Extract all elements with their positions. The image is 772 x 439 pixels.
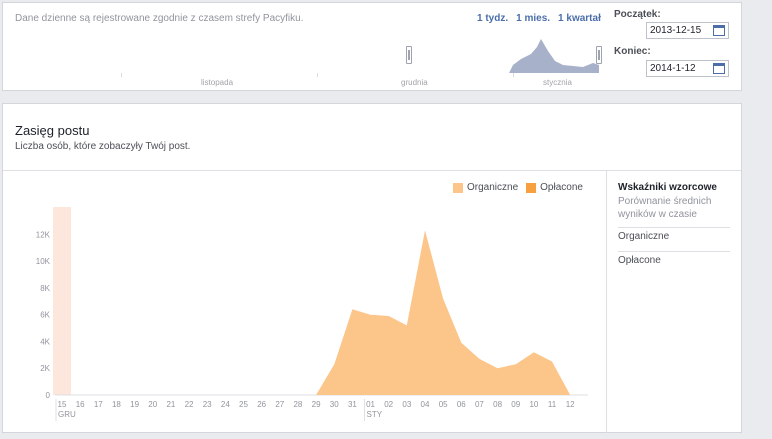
chart-legend: Organiczne Opłacone — [453, 182, 583, 193]
divider — [606, 171, 607, 433]
x-tick-label: 04 — [421, 400, 430, 409]
calendar-icon[interactable] — [713, 25, 725, 36]
x-tick-label: 24 — [221, 400, 230, 409]
timezone-note: Dane dzienne są rejestrowane zgodnie z c… — [15, 13, 304, 24]
start-date-field[interactable]: 2013-12-15 — [646, 22, 729, 39]
x-tick-label: 11 — [548, 400, 557, 409]
timeline-label-december: grudnia — [401, 78, 428, 87]
x-tick-label: 15 — [58, 400, 67, 409]
x-tick-label: 01 — [366, 400, 375, 409]
timeline-start-handle[interactable] — [406, 46, 412, 64]
calendar-icon[interactable] — [713, 63, 725, 74]
x-tick-label: 06 — [457, 400, 466, 409]
page-title: Zasięg postu — [15, 123, 90, 138]
x-tick-label: 25 — [239, 400, 248, 409]
x-tick-label: 30 — [330, 400, 339, 409]
legend-swatch-organic — [453, 182, 463, 193]
x-month-label: STY — [367, 410, 383, 419]
timeline-tick — [121, 73, 122, 77]
x-tick-label: 09 — [511, 400, 520, 409]
page-subtitle: Liczba osób, które zobaczyły Twój post. — [15, 141, 191, 152]
x-tick-label: 07 — [475, 400, 484, 409]
end-date-field[interactable]: 2014-1-12 — [646, 60, 729, 77]
x-tick-label: 27 — [275, 400, 284, 409]
reach-chart[interactable]: 0 2K 4K 6K 8K 10K 12K 15 16 17 18 19 20 21 22 23 24 25 26 2… — [3, 104, 603, 434]
timeline-sparkline — [509, 39, 599, 73]
x-tick-label: 17 — [94, 400, 103, 409]
benchmark-item-paid[interactable]: Opłacone — [618, 251, 730, 269]
y-tick-label: 6K — [40, 311, 50, 320]
x-tick-label: 20 — [148, 400, 157, 409]
range-links: 1 tydz. 1 mies. 1 kwartał — [477, 13, 601, 24]
x-tick-label: 05 — [439, 400, 448, 409]
legend-item-organic[interactable]: Organiczne — [453, 182, 518, 193]
x-tick-label: 31 — [348, 400, 357, 409]
x-tick-label: 08 — [493, 400, 502, 409]
range-1-week-link[interactable]: 1 tydz. — [477, 13, 509, 24]
timeline-end-handle[interactable] — [596, 46, 602, 64]
x-tick-label: 22 — [185, 400, 194, 409]
timeline-label-january: stycznia — [543, 78, 572, 87]
y-tick-label: 12K — [36, 230, 51, 239]
start-date-label: Początek: — [614, 9, 661, 20]
benchmark-heading: Wskaźniki wzorcowe — [618, 182, 717, 193]
x-tick-label: 02 — [384, 400, 393, 409]
x-tick-label: 21 — [166, 400, 175, 409]
highlight-band — [53, 207, 71, 395]
x-tick-label: 12 — [566, 400, 575, 409]
y-tick-label: 2K — [40, 364, 50, 373]
x-tick-label: 16 — [76, 400, 85, 409]
x-tick-label: 03 — [402, 400, 411, 409]
legend-label-paid: Opłacone — [540, 182, 583, 193]
range-1-month-link[interactable]: 1 mies. — [516, 13, 551, 24]
timeline-label-november: listopada — [201, 78, 234, 87]
y-tick-label: 0 — [46, 391, 51, 400]
benchmark-item-organic[interactable]: Organiczne — [618, 227, 730, 245]
end-date-label: Koniec: — [614, 46, 651, 57]
range-1-quarter-link[interactable]: 1 kwartał — [558, 13, 601, 24]
date-range-panel: Dane dzienne są rejestrowane zgodnie z c… — [2, 2, 742, 91]
legend-label-organic: Organiczne — [467, 182, 519, 193]
x-tick-label: 18 — [112, 400, 121, 409]
y-tick-label: 8K — [40, 284, 50, 293]
x-tick-label: 28 — [293, 400, 302, 409]
x-month-label: GRU — [58, 410, 76, 419]
x-tick-label: 29 — [312, 400, 321, 409]
benchmark-description: Porównanie średnich wyników w czasie — [618, 196, 712, 220]
x-tick-label: 10 — [529, 400, 538, 409]
x-tick-label: 19 — [130, 400, 139, 409]
y-tick-label: 10K — [36, 257, 51, 266]
legend-swatch-paid — [526, 182, 537, 193]
x-tick-label: 23 — [203, 400, 212, 409]
y-tick-label: 4K — [40, 337, 50, 346]
start-date-value: 2013-12-15 — [650, 25, 702, 36]
series-area-0 — [62, 230, 571, 395]
legend-item-paid[interactable]: Opłacone — [526, 182, 583, 193]
timeline-tick — [317, 73, 318, 77]
divider — [3, 170, 741, 171]
end-date-value: 2014-1-12 — [650, 63, 696, 74]
timeline-tick — [513, 73, 514, 77]
post-reach-panel: Zasięg postu Liczba osób, które zobaczył… — [2, 103, 742, 433]
timeline-overview[interactable] — [3, 37, 605, 89]
x-tick-label: 26 — [257, 400, 266, 409]
page-gutter — [752, 0, 772, 439]
benchmark-sidebar: Wskaźniki wzorcowe Porównanie średnich w… — [618, 182, 730, 269]
